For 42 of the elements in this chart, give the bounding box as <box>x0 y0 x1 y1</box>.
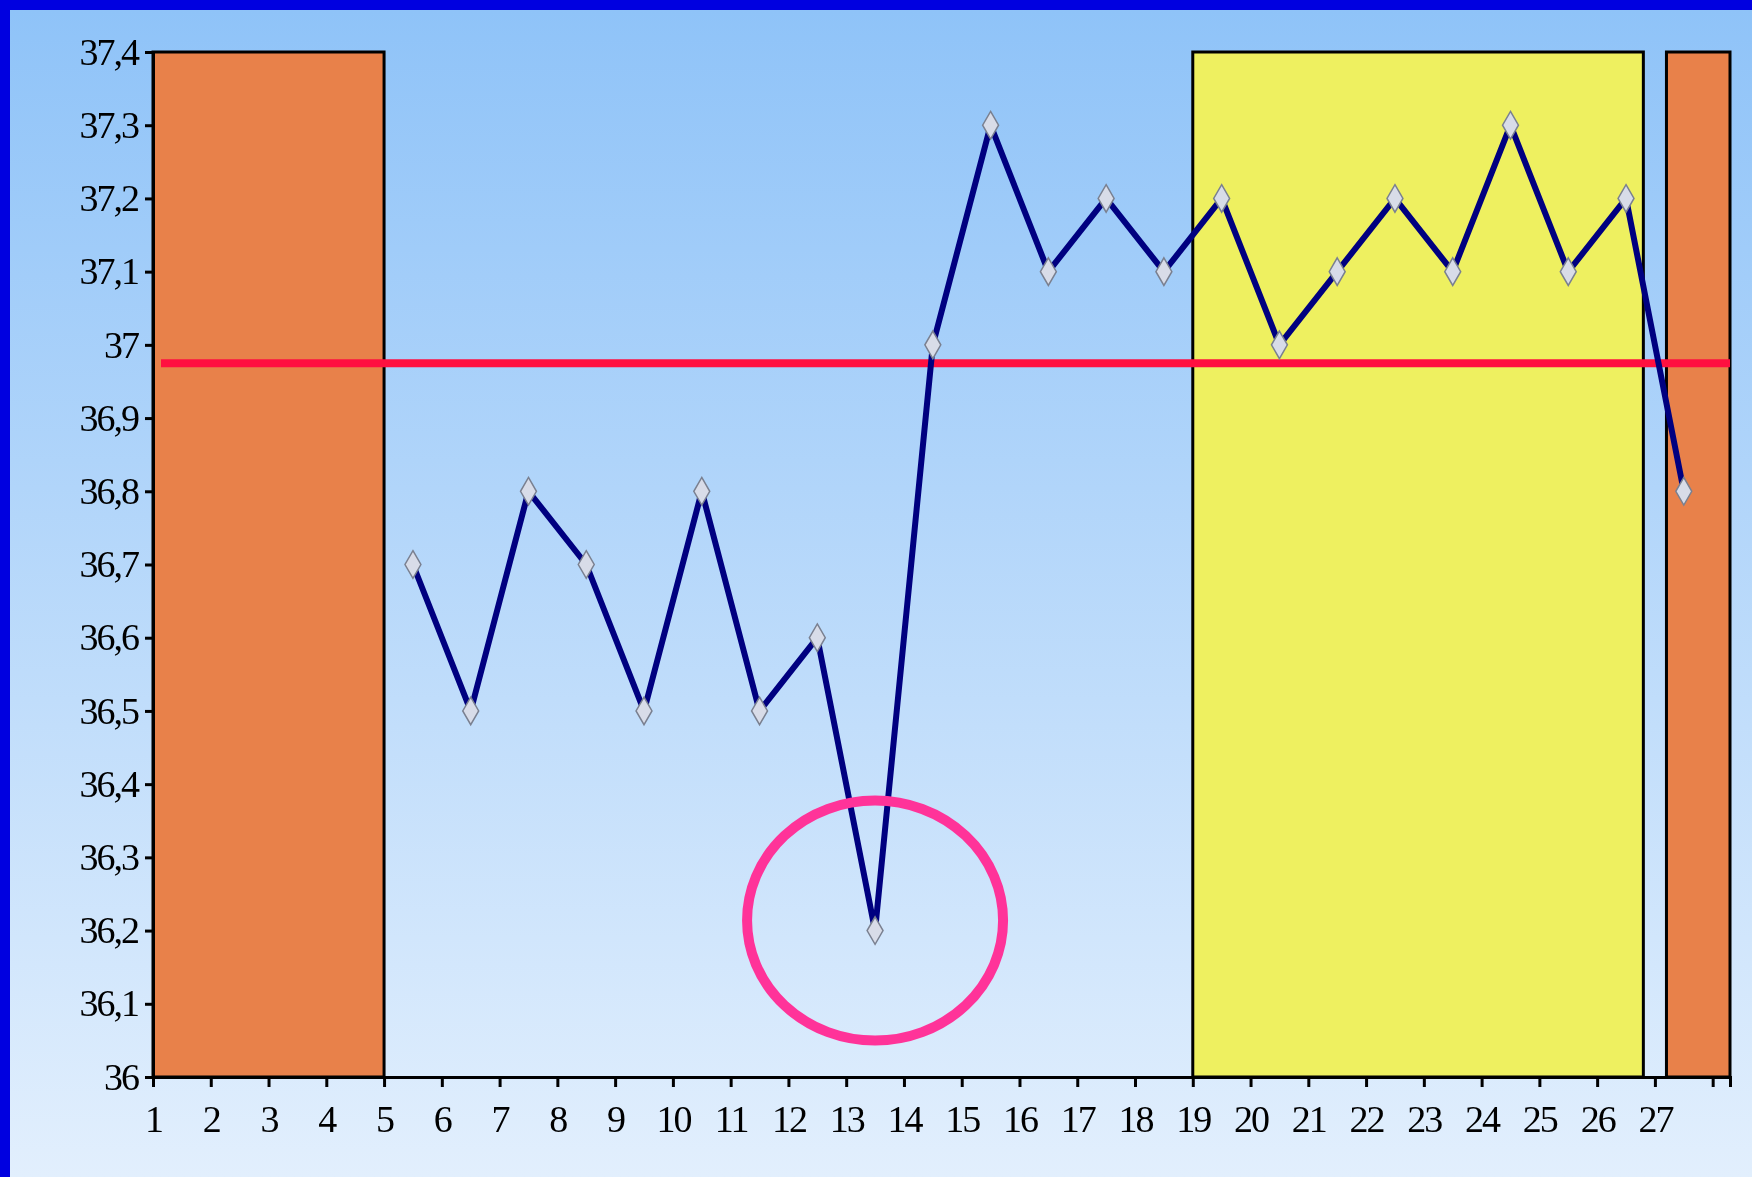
y-tick-label: 36,3 <box>79 836 139 879</box>
y-tick-label: 36,4 <box>79 762 140 805</box>
y-tick-label: 36,8 <box>79 469 139 512</box>
x-tick-label: 22 <box>1349 1097 1384 1140</box>
y-tick-label: 36,2 <box>79 909 138 952</box>
x-tick-label: 18 <box>1118 1097 1154 1140</box>
x-tick-label: 19 <box>1176 1097 1212 1140</box>
y-tick-label: 37,4 <box>79 30 140 73</box>
x-tick-label: 3 <box>260 1097 279 1140</box>
x-tick-label: 14 <box>887 1097 924 1140</box>
y-tick-label: 36 <box>104 1055 139 1098</box>
x-tick-label: 26 <box>1580 1097 1616 1140</box>
y-tick-label: 36,1 <box>79 982 138 1025</box>
x-tick-label: 23 <box>1407 1097 1443 1140</box>
x-tick-label: 10 <box>656 1097 692 1140</box>
x-tick-label: 2 <box>202 1097 220 1140</box>
x-tick-label: 1 <box>145 1097 162 1140</box>
y-tick-label: 37,1 <box>79 250 138 293</box>
x-tick-label: 13 <box>829 1097 865 1140</box>
x-tick-label: 24 <box>1465 1097 1502 1140</box>
x-tick-label: 9 <box>607 1097 626 1140</box>
x-tick-label: 25 <box>1522 1097 1558 1140</box>
x-tick-label: 6 <box>433 1097 452 1140</box>
x-tick-label: 5 <box>376 1097 395 1140</box>
x-tick-label: 27 <box>1638 1097 1674 1140</box>
x-tick-label: 16 <box>1002 1097 1038 1140</box>
y-tick-label: 36,9 <box>79 396 139 439</box>
y-tick-label: 36,5 <box>79 689 139 732</box>
x-tick-label: 11 <box>714 1097 748 1140</box>
x-tick-label: 4 <box>318 1097 338 1140</box>
x-tick-label: 15 <box>945 1097 981 1140</box>
x-tick-label: 20 <box>1234 1097 1270 1140</box>
x-tick-label: 7 <box>491 1097 510 1140</box>
y-tick-label: 36,7 <box>79 543 139 586</box>
y-tick-label: 37 <box>104 323 139 366</box>
x-tick-label: 21 <box>1291 1097 1326 1140</box>
x-tick-label: 17 <box>1060 1097 1096 1140</box>
y-tick-label: 37,2 <box>79 177 138 220</box>
x-tick-label: 8 <box>549 1097 568 1140</box>
y-tick-label: 37,3 <box>79 103 139 146</box>
x-tick-label: 12 <box>771 1097 806 1140</box>
y-tick-label: 36,6 <box>79 616 139 659</box>
